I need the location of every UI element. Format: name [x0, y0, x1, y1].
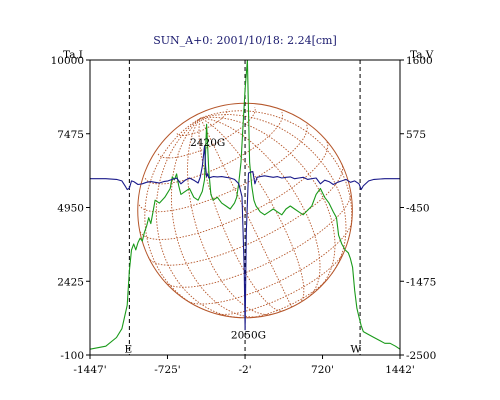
left-tick-label: 7475 [57, 129, 84, 141]
longitude-line [155, 117, 241, 319]
annotation-label: W [350, 344, 361, 356]
annotation-label: 2050G [231, 330, 266, 342]
left-tick-label: 10000 [51, 55, 84, 67]
latitude-line [216, 251, 345, 315]
left-axis-label: Ta,I [63, 49, 83, 61]
x-tick-label: -2' [238, 364, 251, 376]
longitude-line [200, 118, 293, 308]
annotation-label: E [124, 344, 132, 356]
latitude-line [138, 123, 308, 213]
chart-title: SUN_A+0: 2001/10/18: 2.24[cm] [153, 34, 337, 47]
right-tick-label: -1475 [406, 276, 436, 288]
right-tick-label: 1600 [406, 55, 433, 67]
latitude-line [164, 192, 352, 288]
longitude-line [200, 110, 353, 240]
right-tick-label: -2500 [406, 350, 436, 362]
series-line-I [89, 59, 401, 350]
longitude-line [200, 114, 347, 274]
left-tick-label: 4950 [57, 203, 84, 215]
annotation-label: 2420G [190, 137, 225, 149]
left-tick-label: -100 [60, 350, 84, 362]
longitude-line [171, 117, 263, 318]
annotations: 2420G 2050G E W [124, 137, 361, 356]
series-lines [89, 59, 401, 350]
x-tick-label: 720' [311, 364, 334, 376]
axis-ticks: 10000 7475 4950 2425 -100 1600 575 -450 -1475 -25… [51, 55, 437, 376]
series-line-V [90, 145, 400, 331]
latitude-line [139, 141, 329, 240]
x-tick-label: 1442' [385, 364, 415, 376]
latitude-line [246, 278, 329, 319]
longitude-line [144, 117, 204, 310]
x-tick-label: -1447' [73, 364, 106, 376]
right-axis-label: Ta,V [410, 49, 434, 61]
right-tick-label: 575 [406, 129, 426, 141]
latitude-line [187, 222, 353, 305]
right-tick-label: -450 [406, 203, 430, 215]
x-tick-label: -725' [154, 364, 180, 376]
left-tick-label: 2425 [57, 276, 84, 288]
